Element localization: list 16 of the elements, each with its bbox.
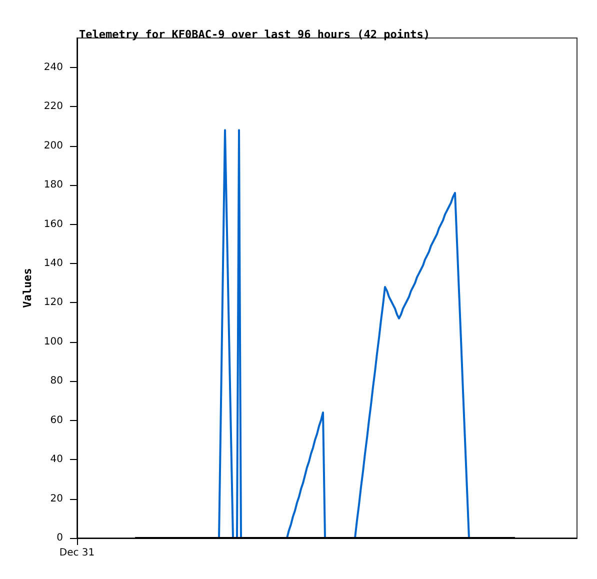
y-tick-label: 0 xyxy=(56,532,63,544)
y-tick-label: 60 xyxy=(50,414,63,426)
y-tick-label: 120 xyxy=(44,297,63,308)
y-tick-label: 240 xyxy=(44,62,63,73)
y-tick-label: 80 xyxy=(50,376,63,387)
y-tick-label: 100 xyxy=(44,336,63,348)
y-tick-label: 20 xyxy=(50,493,63,504)
x-tick-label: Dec 31 xyxy=(59,548,95,558)
y-tick-label: 40 xyxy=(50,454,63,466)
y-tick-label: 140 xyxy=(44,258,63,269)
y-tick-label: 180 xyxy=(44,180,63,191)
y-tick-label: 200 xyxy=(44,140,63,152)
chart-title: Telemetry for KF0BAC-9 over last 96 hours (42 points) xyxy=(79,28,430,41)
y-tick-label: 220 xyxy=(44,101,63,112)
y-tick-label: 160 xyxy=(44,218,63,230)
y-axis-title: Values xyxy=(21,268,34,308)
